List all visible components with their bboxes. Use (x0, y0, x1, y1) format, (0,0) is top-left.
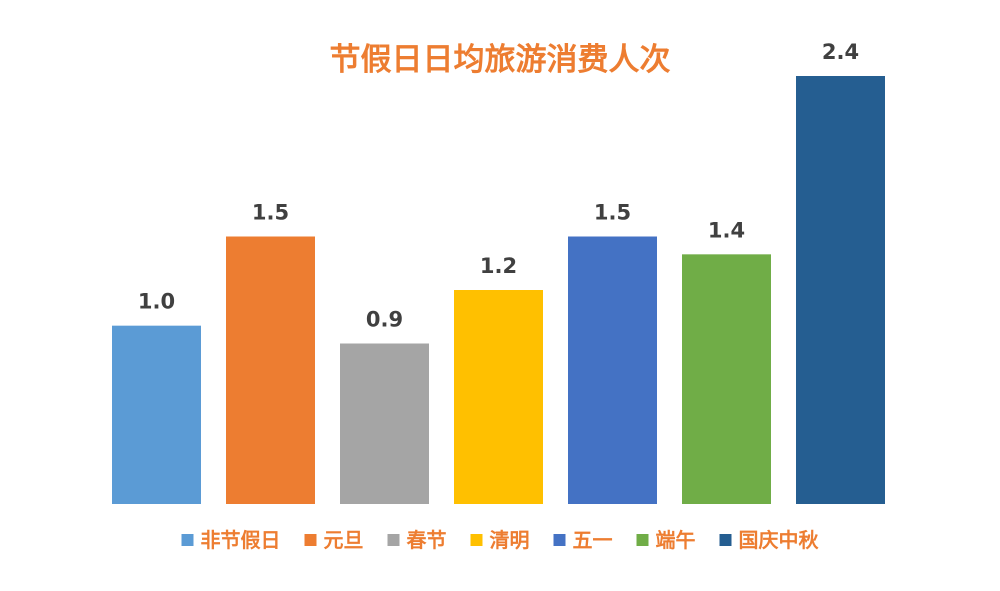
value-label-6: 2.4 (822, 40, 859, 64)
value-label-0: 1.0 (138, 290, 175, 314)
legend-label-2: 春节 (406, 528, 447, 552)
value-label-3: 1.2 (480, 254, 517, 278)
legend-item-3: 清明 (470, 528, 530, 552)
legend-swatch-1 (304, 534, 317, 546)
value-label-5: 1.4 (708, 218, 745, 242)
bar-0 (112, 325, 201, 504)
chart-title: 节假日日均旅游消费人次 (330, 42, 671, 78)
legend-item-5: 端午 (636, 528, 696, 552)
value-label-4: 1.5 (594, 201, 631, 225)
legend-swatch-0 (181, 534, 194, 546)
legend-label-4: 五一 (573, 528, 613, 552)
bar-6 (796, 76, 885, 504)
bar-4 (568, 236, 657, 504)
value-label-1: 1.5 (252, 201, 289, 225)
value-labels-group: 1.0 1.5 0.9 1.2 1.5 1.4 2.4 (138, 40, 859, 332)
legend-swatch-6 (719, 534, 732, 546)
legend-label-1: 元旦 (324, 528, 364, 552)
legend-swatch-4 (553, 534, 566, 546)
legend-item-6: 国庆中秋 (719, 528, 820, 552)
bar-5 (682, 254, 771, 504)
bar-1 (226, 236, 315, 504)
bar-2 (340, 343, 429, 504)
value-label-2: 0.9 (366, 308, 403, 332)
legend-item-1: 元旦 (304, 528, 364, 552)
legend-label-6: 国庆中秋 (739, 528, 820, 552)
legend-item-4: 五一 (553, 528, 613, 552)
legend-item-0: 非节假日 (181, 528, 281, 552)
legend-swatch-5 (636, 534, 649, 546)
legend-label-3: 清明 (490, 528, 530, 552)
legend-label-5: 端午 (656, 528, 696, 552)
legend-item-2: 春节 (387, 528, 447, 552)
legend-swatch-3 (470, 534, 483, 546)
legend-swatch-2 (387, 534, 400, 546)
legend-label-0: 非节假日 (201, 528, 281, 552)
bars-group (112, 76, 885, 504)
bar-3 (454, 290, 543, 504)
legend: 非节假日 元旦 春节 清明 五一 端午 国庆中秋 (181, 528, 820, 552)
